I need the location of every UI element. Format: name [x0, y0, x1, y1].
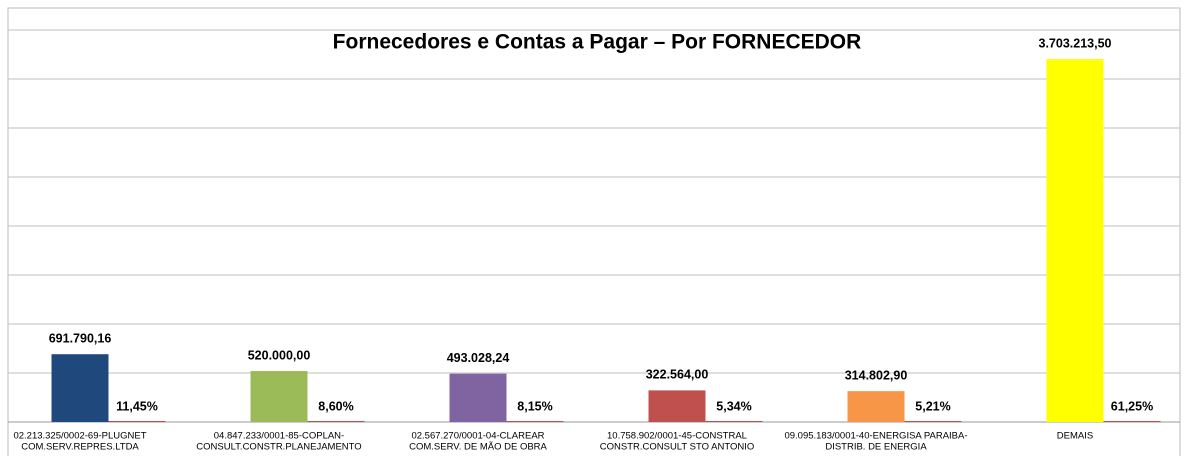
x-tick-label: CONSULT.CONSTR.PLANEJAMENTO	[196, 442, 361, 453]
percent-label: 5,34%	[716, 399, 751, 413]
bar	[1046, 59, 1104, 422]
percent-bar	[1103, 420, 1161, 422]
percent-label: 11,45%	[116, 399, 158, 413]
percent-bar	[705, 420, 763, 422]
x-tick-label: DEMAIS	[1057, 431, 1093, 442]
value-label: 3.703.213,50	[1039, 36, 1112, 50]
bar	[51, 354, 109, 422]
bar	[449, 373, 507, 422]
percent-label: 8,60%	[318, 399, 353, 413]
percent-label: 8,15%	[517, 399, 552, 413]
value-label: 314.802,90	[845, 368, 908, 382]
value-label: 322.564,00	[646, 368, 709, 382]
percent-label: 61,25%	[1111, 399, 1153, 413]
percent-bar	[108, 420, 166, 422]
percent-bar	[307, 420, 365, 422]
x-tick-label: COM.SERV.REPRES.LTDA	[21, 442, 139, 453]
x-tick-label: COM.SERV. DE MÃO DE OBRA	[409, 442, 547, 453]
x-tick-label: DISTRIB. DE ENERGIA	[825, 442, 927, 453]
bar	[847, 391, 905, 422]
x-tick-label: 10.758.902/0001-45-CONSTRAL	[607, 431, 747, 442]
x-tick-label: 04.847.233/0001-85-COPLAN-	[214, 431, 344, 442]
percent-bar	[904, 420, 962, 422]
x-tick-label: 09.095.183/0001-40-ENERGISA PARAIBA-	[784, 431, 967, 442]
value-label: 493.028,24	[447, 351, 510, 365]
x-tick-label: 02.213.325/0002-69-PLUGNET	[13, 431, 146, 442]
percent-bar	[506, 420, 564, 422]
x-tick-label: CONSTR.CONSULT STO ANTONIO	[600, 442, 755, 453]
percent-label: 5,21%	[915, 399, 950, 413]
value-label: 691.790,16	[49, 332, 112, 346]
chart-title: Fornecedores e Contas a Pagar – Por FORN…	[333, 31, 862, 54]
value-label: 520.000,00	[248, 348, 311, 362]
chart-frame	[7, 7, 1181, 456]
bar	[648, 390, 706, 422]
x-tick-label: 02.567.270/0001-04-CLAREAR	[411, 431, 544, 442]
bar	[250, 371, 308, 422]
